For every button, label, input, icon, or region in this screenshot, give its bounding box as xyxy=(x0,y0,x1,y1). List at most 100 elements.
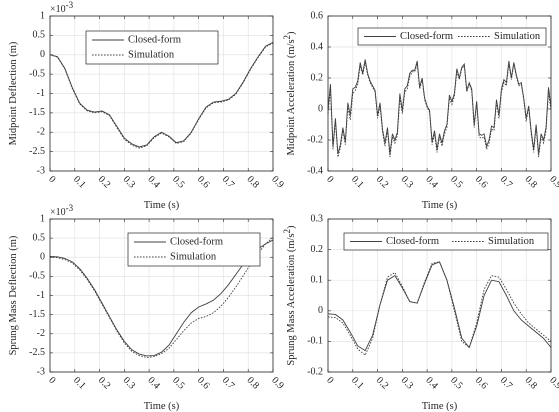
x-tick-label: 0.2 xyxy=(96,174,113,191)
axis-exponent-power: -3 xyxy=(66,203,74,213)
series-line-simulation xyxy=(327,62,552,158)
y-tick-label: -2.5 xyxy=(29,347,45,358)
legend: Closed-form Simulation xyxy=(357,27,547,46)
x-tick-label: 0.5 xyxy=(170,174,187,191)
y-tick-label: -0.2 xyxy=(307,366,323,377)
series-line-closed-form xyxy=(49,239,274,357)
legend-box xyxy=(343,232,549,251)
x-tick-label: 0 xyxy=(324,174,335,185)
x-tick-label: 0.3 xyxy=(399,375,416,392)
x-tick-label: 0.6 xyxy=(473,174,490,191)
legend-label: Simulation xyxy=(488,236,535,247)
y-axis-label: Midpoint Deflection (m) xyxy=(8,41,19,145)
chart-panel-1: 0 0.1 0.2 0.3 0.4 0.5 0.6 0.7 0.8 0.9 1 0.5 0 -0.5 -1 -… xyxy=(8,0,286,211)
y-tick-label: -2 xyxy=(37,328,45,339)
chart-panel-4: 0 0.1 0.2 0.3 0.4 0.5 0.6 0.7 0.8 0.90.30.20.10-0… xyxy=(282,213,559,412)
y-tick-label: 1 xyxy=(40,213,45,224)
y-axis-label-superscript: 2 xyxy=(282,35,292,40)
axis-exponent: ×10-3 xyxy=(50,203,74,218)
x-tick-label: 0 xyxy=(46,174,57,185)
legend-label: Simulation xyxy=(170,251,217,262)
y-axis-label-superscript: 2 xyxy=(282,229,292,234)
x-axis-label: Time (s) xyxy=(422,401,458,412)
x-tick-label: 0.9 xyxy=(547,174,559,191)
legend-label: Simulation xyxy=(128,49,175,60)
legend-box xyxy=(127,232,261,267)
series-line-closed-form xyxy=(327,261,552,352)
x-tick-label: 0.5 xyxy=(170,375,187,392)
y-axis-label: Sprung Mass Deflection (m) xyxy=(8,235,19,355)
legend: Closed-form Simulation xyxy=(85,30,219,65)
axes-box xyxy=(49,218,274,373)
legend-box xyxy=(357,27,547,46)
y-tick-label: 0.1 xyxy=(311,274,324,285)
y-tick-label: 0 xyxy=(318,305,323,316)
y-tick-label: 0.2 xyxy=(311,244,324,255)
y-tick-label: 0.5 xyxy=(33,30,46,41)
y-tick-label: -0.2 xyxy=(307,134,323,145)
y-axis-label: Sprung Mass Acceleration (m/s2) xyxy=(282,225,297,366)
y-axis-label-close: ) xyxy=(286,225,297,229)
y-tick-label: -1.5 xyxy=(29,309,45,320)
x-tick-label: 0.8 xyxy=(244,375,261,392)
y-tick-label: -0.1 xyxy=(307,336,323,347)
x-tick-label: 0.8 xyxy=(522,174,539,191)
x-tick-label: 0.1 xyxy=(349,375,366,392)
x-tick-label: 0.6 xyxy=(195,375,212,392)
x-tick-label: 0.6 xyxy=(473,375,490,392)
x-tick-label: 0.5 xyxy=(448,375,465,392)
x-tick-label: 0.7 xyxy=(498,375,515,392)
legend-box xyxy=(85,30,219,65)
x-tick-label: 0.8 xyxy=(522,375,539,392)
y-tick-label: -2 xyxy=(37,127,45,138)
y-tick-label: 0 xyxy=(40,252,45,263)
y-tick-label: -3 xyxy=(37,366,45,377)
series-line-closed-form xyxy=(327,59,552,155)
x-tick-label: 0.4 xyxy=(145,174,162,191)
x-tick-label: 0 xyxy=(324,375,335,386)
x-tick-label: 0.7 xyxy=(220,375,237,392)
x-tick-label: 0.4 xyxy=(423,375,440,392)
y-tick-label: -0.4 xyxy=(307,165,323,176)
y-tick-label: 0.2 xyxy=(311,72,324,83)
y-tick-label: -1 xyxy=(37,88,45,99)
x-tick-label: 0.4 xyxy=(145,375,162,392)
x-tick-label: 0.3 xyxy=(399,174,416,191)
axes-box xyxy=(327,218,552,373)
y-axis-label-close: ) xyxy=(286,31,297,35)
x-tick-label: 0.3 xyxy=(121,174,138,191)
legend-label: Closed-form xyxy=(400,31,453,42)
y-tick-label: 1 xyxy=(40,10,45,21)
x-tick-label: 0 xyxy=(46,375,57,386)
y-tick-label: 0.6 xyxy=(311,10,324,21)
x-tick-label: 0.9 xyxy=(547,375,559,392)
x-axis-label: Time (s) xyxy=(422,200,458,211)
series-line-simulation xyxy=(327,261,552,356)
chart-panel-2: 0 0.1 0.2 0.3 0.4 0.5 0.6 0.7 0.8 0.90.60.40.20-0… xyxy=(282,10,559,211)
y-tick-label: 0 xyxy=(40,49,45,60)
x-tick-label: 0.3 xyxy=(121,375,138,392)
x-tick-label: 0.8 xyxy=(244,174,261,191)
series-line-simulation xyxy=(49,237,274,358)
y-tick-label: -1.5 xyxy=(29,107,45,118)
axis-exponent-power: -3 xyxy=(66,0,74,10)
x-tick-label: 0.9 xyxy=(269,375,286,392)
axes-box xyxy=(327,15,552,172)
x-tick-label: 0.9 xyxy=(269,174,286,191)
legend-label: Closed-form xyxy=(386,236,439,247)
y-tick-label: -0.5 xyxy=(29,271,45,282)
x-tick-label: 0.1 xyxy=(71,375,88,392)
x-tick-label: 0.2 xyxy=(374,174,391,191)
x-tick-label: 0.7 xyxy=(220,174,237,191)
legend-label: Simulation xyxy=(494,31,541,42)
series-line-simulation xyxy=(49,42,274,149)
chart-panel-3: 0 0.1 0.2 0.3 0.4 0.5 0.6 0.7 0.8 0.9 1 0.5 0 -0.5 -1 -… xyxy=(8,203,286,412)
y-axis-label: Midpoint Acceleration (m/s2) xyxy=(282,31,297,156)
x-tick-label: 0.2 xyxy=(374,375,391,392)
legend: Closed-form Simulation xyxy=(343,232,549,251)
legend: Closed-form Simulation xyxy=(127,232,261,267)
x-tick-label: 0.1 xyxy=(71,174,88,191)
x-tick-label: 0.7 xyxy=(498,174,515,191)
legend-label: Closed-form xyxy=(170,236,223,247)
